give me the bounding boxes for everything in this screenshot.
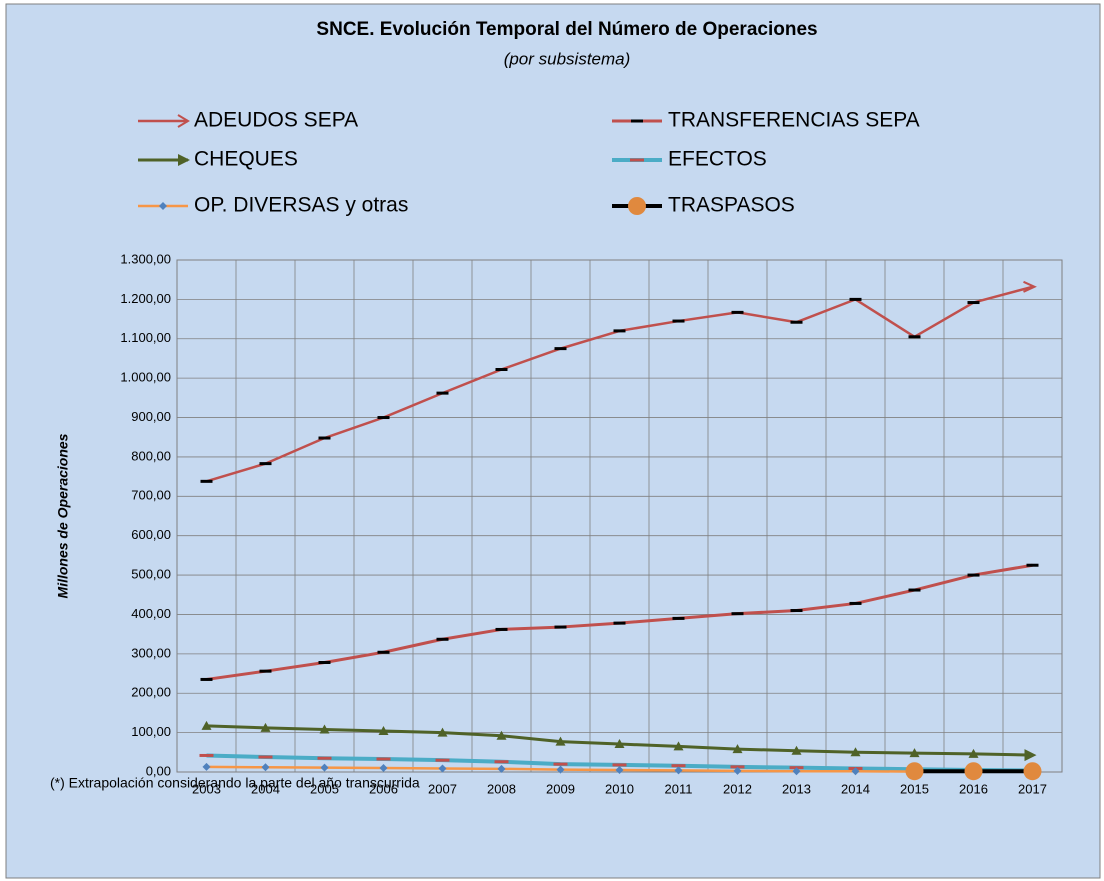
marker xyxy=(851,767,860,776)
marker xyxy=(437,727,448,737)
y-tick-label: 600,00 xyxy=(131,527,171,542)
y-axis-label: Millones de Operaciones xyxy=(55,433,71,598)
marker xyxy=(673,741,684,751)
marker xyxy=(964,762,983,781)
legend-label: CHEQUES xyxy=(194,148,298,171)
marker xyxy=(201,720,212,730)
x-tick-label: 2010 xyxy=(605,781,634,796)
marker xyxy=(674,766,683,775)
legend-swatch xyxy=(178,154,190,166)
marker xyxy=(320,763,329,772)
marker xyxy=(497,764,506,773)
y-tick-label: 800,00 xyxy=(131,448,171,463)
marker xyxy=(792,767,801,776)
legend-label: ADEUDOS SEPA xyxy=(194,109,358,132)
marker xyxy=(733,766,742,775)
x-tick-label: 2011 xyxy=(665,781,693,796)
marker xyxy=(556,765,565,774)
x-tick-label: 2006 xyxy=(369,781,398,796)
marker xyxy=(555,736,566,746)
x-tick-label: 2012 xyxy=(723,781,752,796)
marker xyxy=(1023,280,1037,293)
marker xyxy=(968,748,979,758)
marker xyxy=(438,764,447,773)
marker xyxy=(159,202,167,210)
y-tick-label: 1.300,00 xyxy=(120,251,171,266)
marker xyxy=(1023,762,1042,781)
x-tick-label: 2004 xyxy=(251,781,280,796)
chart-subtitle: (por subsistema) xyxy=(504,49,631,68)
x-tick-label: 2017 xyxy=(1018,781,1047,796)
y-tick-label: 1.200,00 xyxy=(120,291,171,306)
marker xyxy=(791,745,802,755)
marker xyxy=(850,747,861,757)
y-tick-label: 500,00 xyxy=(131,567,171,582)
x-tick-label: 2014 xyxy=(841,781,870,796)
x-tick-label: 2007 xyxy=(428,781,457,796)
y-tick-label: 0,00 xyxy=(146,763,171,778)
marker xyxy=(628,197,646,215)
x-tick-label: 2008 xyxy=(487,781,516,796)
y-tick-label: 900,00 xyxy=(131,409,171,424)
marker xyxy=(202,762,211,771)
marker xyxy=(615,766,624,775)
marker xyxy=(496,730,507,740)
legend-label: TRANSFERENCIAS SEPA xyxy=(668,109,920,132)
x-tick-label: 2003 xyxy=(192,781,221,796)
marker xyxy=(614,739,625,749)
y-tick-label: 300,00 xyxy=(131,645,171,660)
y-tick-label: 200,00 xyxy=(131,685,171,700)
y-tick-label: 700,00 xyxy=(131,488,171,503)
x-tick-label: 2016 xyxy=(959,781,988,796)
x-tick-label: 2009 xyxy=(546,781,575,796)
marker xyxy=(379,764,388,773)
x-tick-label: 2013 xyxy=(782,781,811,796)
marker xyxy=(319,724,330,734)
marker xyxy=(732,744,743,754)
y-tick-label: 1.000,00 xyxy=(120,370,171,385)
marker xyxy=(909,748,920,758)
y-tick-label: 400,00 xyxy=(131,606,171,621)
marker xyxy=(378,726,389,736)
background xyxy=(5,3,1101,879)
y-tick-label: 100,00 xyxy=(131,724,171,739)
marker xyxy=(260,722,271,732)
chart-title: SNCE. Evolución Temporal del Número de O… xyxy=(316,19,817,40)
marker xyxy=(905,762,924,781)
y-tick-label: 1.100,00 xyxy=(120,330,171,345)
legend-label: EFECTOS xyxy=(668,148,767,171)
legend-label: TRASPASOS xyxy=(668,194,795,217)
marker xyxy=(1024,749,1037,762)
legend-swatch xyxy=(177,114,190,128)
x-tick-label: 2005 xyxy=(310,781,339,796)
footnote: (*) Extrapolación considerando la parte … xyxy=(50,775,420,791)
legend-label: OP. DIVERSAS y otras xyxy=(194,194,408,217)
marker xyxy=(261,763,270,772)
x-tick-label: 2015 xyxy=(900,781,929,796)
